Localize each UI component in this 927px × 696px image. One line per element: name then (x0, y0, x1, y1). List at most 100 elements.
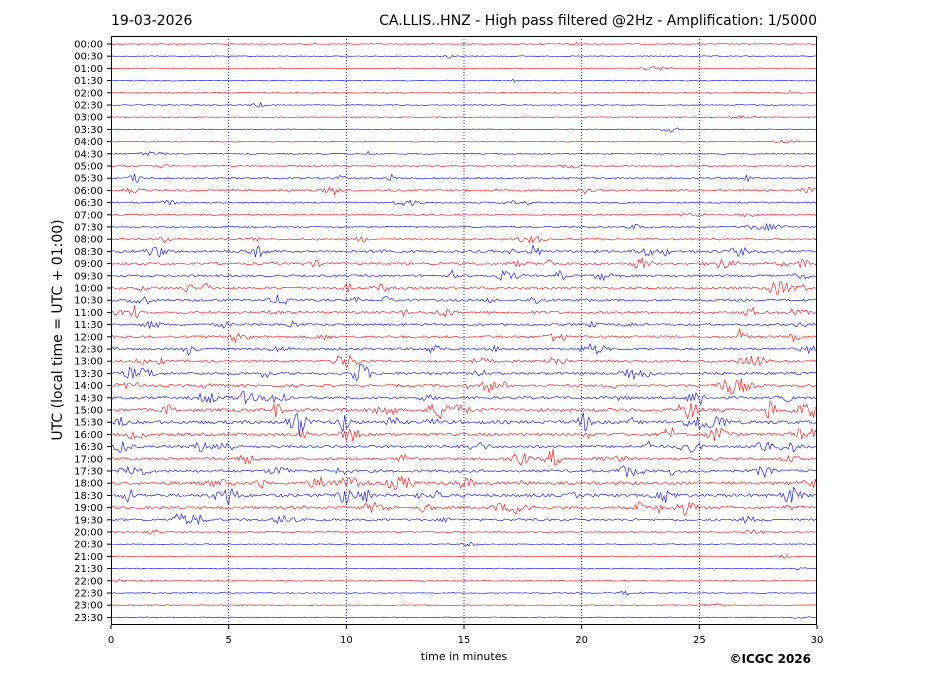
trace-1230 (110, 342, 818, 356)
trace-2200 (110, 579, 818, 583)
trace-1530 (110, 412, 818, 436)
trace-2130 (110, 567, 818, 571)
trace-1200 (110, 327, 818, 344)
y-tick-label: 01:30 (74, 76, 103, 87)
y-tick-label: 23:00 (74, 601, 103, 612)
trace-1000 (110, 280, 818, 295)
y-tick-label: 11:00 (74, 308, 103, 319)
trace-1100 (110, 305, 818, 319)
trace-1930 (110, 512, 818, 525)
trace-2300 (110, 603, 818, 607)
y-tick-label: 21:30 (74, 564, 103, 575)
trace-1800 (110, 475, 818, 491)
x-axis-title: time in minutes (421, 650, 508, 663)
trace-0630 (110, 199, 818, 207)
y-tick-label: 04:00 (74, 137, 103, 148)
y-tick-label: 09:00 (74, 259, 103, 270)
y-tick-label: 22:00 (74, 576, 103, 587)
trace-0430 (110, 150, 818, 157)
y-tick-label: 07:00 (74, 210, 103, 221)
trace-1630 (110, 440, 818, 453)
y-tick-label: 11:30 (74, 320, 103, 331)
x-tick-label: 30 (811, 635, 824, 646)
y-tick-label: 03:30 (74, 125, 103, 136)
y-tick-label: 16:00 (74, 430, 103, 441)
y-tick-label: 23:30 (74, 613, 103, 624)
trace-1300 (110, 354, 818, 369)
chart-title: CA.LLIS..HNZ - High pass filtered @2Hz -… (379, 13, 817, 29)
trace-0130 (110, 78, 818, 83)
trace-0530 (110, 173, 818, 183)
plot-frame (111, 36, 817, 625)
y-tick-label: 08:30 (74, 247, 103, 258)
y-tick-label: 13:30 (74, 369, 103, 380)
trace-1600 (110, 427, 818, 442)
trace-0700 (110, 212, 818, 218)
y-tick-label: 05:30 (74, 174, 103, 185)
trace-0030 (110, 54, 818, 59)
y-tick-label: 15:30 (74, 418, 103, 429)
y-tick-label: 12:00 (74, 332, 103, 343)
trace-1400 (110, 378, 818, 395)
y-tick-label: 06:30 (74, 198, 103, 209)
trace-0330 (110, 127, 818, 133)
x-tick-label: 5 (225, 635, 231, 646)
y-tick-label: 19:00 (74, 503, 103, 514)
y-tick-label: 18:30 (74, 491, 103, 502)
trace-0830 (110, 244, 818, 258)
trace-1130 (110, 320, 818, 329)
trace-0000 (110, 42, 818, 46)
trace-2100 (110, 554, 818, 559)
y-tick-label: 14:30 (74, 393, 103, 404)
trace-1900 (110, 501, 818, 516)
y-tick-label: 17:30 (74, 467, 103, 478)
y-tick-label: 17:00 (74, 454, 103, 465)
y-tick-label: 06:00 (74, 186, 103, 197)
y-tick-label: 07:30 (74, 223, 103, 234)
grid-layer (228, 36, 700, 625)
y-tick-label: 15:00 (74, 406, 103, 417)
x-tick-label: 20 (575, 635, 588, 646)
trace-2000 (110, 529, 818, 535)
trace-0930 (110, 269, 818, 281)
y-tick-label: 09:30 (74, 271, 103, 282)
y-tick-label: 13:00 (74, 357, 103, 368)
trace-2230 (110, 590, 818, 596)
x-tick-label: 10 (340, 635, 353, 646)
trace-0200 (111, 90, 818, 94)
trace-0600 (110, 186, 818, 196)
y-tick-label: 14:00 (74, 381, 103, 392)
y-tick-label: 12:30 (74, 345, 103, 356)
y-tick-label: 18:00 (74, 479, 103, 490)
y-tick-label: 03:00 (74, 113, 103, 124)
y-tick-label: 22:30 (74, 589, 103, 600)
y-tick-label: 05:00 (74, 162, 103, 173)
trace-1700 (110, 448, 818, 467)
trace-1500 (110, 400, 818, 420)
trace-0230 (110, 101, 818, 108)
y-tick-label: 21:00 (74, 552, 103, 563)
y-tick-label: 04:30 (74, 149, 103, 160)
y-tick-label: 01:00 (74, 64, 103, 75)
trace-1730 (110, 465, 818, 479)
y-tick-label: 20:30 (74, 540, 103, 551)
trace-2030 (110, 541, 818, 547)
x-tick-label: 25 (693, 635, 706, 646)
traces-layer (110, 42, 818, 619)
trace-0500 (110, 164, 818, 169)
y-tick-label: 08:00 (74, 235, 103, 246)
trace-0730 (110, 222, 818, 232)
trace-1830 (110, 486, 818, 505)
trace-0800 (110, 235, 818, 244)
trace-0300 (110, 114, 818, 119)
y-tick-label: 10:30 (74, 296, 103, 307)
y-axis-title: UTC (local time = UTC + 01:00) (50, 219, 66, 440)
y-tick-label: 16:30 (74, 442, 103, 453)
trace-1430 (110, 390, 818, 406)
chart-date: 19-03-2026 (111, 13, 192, 29)
copyright-text: ©ICGC 2026 (729, 652, 811, 666)
trace-2330 (110, 616, 818, 619)
y-tick-label: 02:30 (74, 101, 103, 112)
